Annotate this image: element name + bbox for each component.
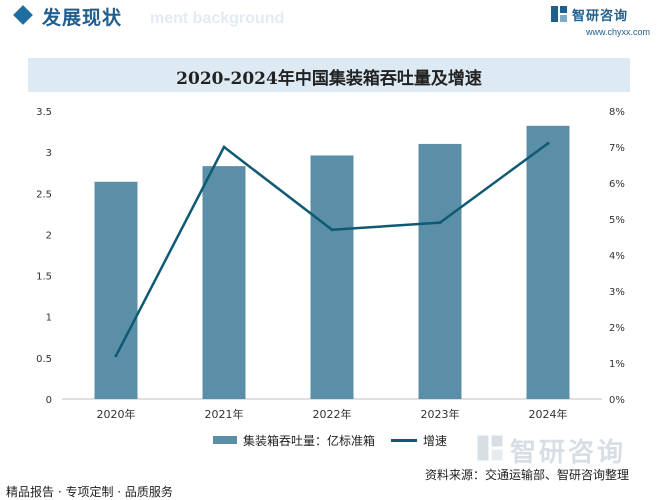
brand: 智研咨询 www.chyxx.com <box>550 4 650 37</box>
growth-point <box>114 354 118 358</box>
y-right-tick-label: 5% <box>609 215 625 226</box>
x-tick-label: 2022年 <box>313 407 352 421</box>
watermark-text: 智研咨询 <box>510 438 627 468</box>
y-right-tick-label: 1% <box>609 359 625 370</box>
bar <box>310 155 354 399</box>
x-tick-label: 2021年 <box>205 407 244 421</box>
section-title: 发展现状 <box>42 7 123 29</box>
brand-name: 智研咨询 <box>572 9 629 24</box>
y-left-tick-label: 0 <box>46 395 52 406</box>
y-right-tick-label: 8% <box>609 107 625 118</box>
growth-point <box>546 141 550 145</box>
ghost-background-text: ment background <box>150 10 285 27</box>
y-left-tick-label: 2.5 <box>36 189 52 200</box>
header: 发展现状 ment background 智研咨询 www.chyxx.com <box>0 0 660 40</box>
growth-point <box>438 221 442 225</box>
chart-title-bar: 2020-2024年中国集装箱吞吐量及增速 <box>28 58 630 92</box>
y-right-tick-label: 4% <box>609 251 625 262</box>
legend-bar-swatch <box>213 436 237 444</box>
y-left-tick-label: 3.5 <box>36 107 52 118</box>
brand-logo-icon <box>551 6 567 22</box>
bar <box>94 181 138 399</box>
brand-url: www.chyxx.com <box>585 27 650 37</box>
source-note: 资料来源：交通运输部、智研咨询整理 <box>425 468 630 482</box>
bar <box>418 143 462 399</box>
legend-bar-label: 集装箱吞吐量：亿标准箱 <box>243 434 376 448</box>
footer-tagline: 精品报告 · 专项定制 · 品质服务 <box>6 485 173 499</box>
y-right-tick-label: 0% <box>609 395 625 406</box>
y-right-tick-label: 6% <box>609 179 625 190</box>
x-tick-label: 2020年 <box>97 407 136 421</box>
watermark-logo-icon <box>477 435 503 461</box>
y-left-tick-label: 1.5 <box>36 272 52 283</box>
y-right-tick-label: 7% <box>609 143 625 154</box>
chart-title: 2020-2024年中国集装箱吞吐量及增速 <box>176 69 482 89</box>
y-left-tick-label: 2 <box>46 230 52 241</box>
growth-point <box>222 145 226 149</box>
legend-line-label: 增速 <box>423 434 448 448</box>
bar <box>202 166 246 399</box>
x-tick-label: 2023年 <box>421 407 460 421</box>
legend-line-swatch <box>391 439 417 442</box>
y-right-tick-label: 3% <box>609 287 625 298</box>
y-left-tick-label: 3 <box>46 148 52 159</box>
y-right-tick-label: 2% <box>609 323 625 334</box>
growth-point <box>330 228 334 232</box>
bar <box>526 125 570 399</box>
x-tick-label: 2024年 <box>529 407 568 421</box>
y-left-tick-label: 1 <box>46 313 52 324</box>
y-left-tick-label: 0.5 <box>36 354 52 365</box>
